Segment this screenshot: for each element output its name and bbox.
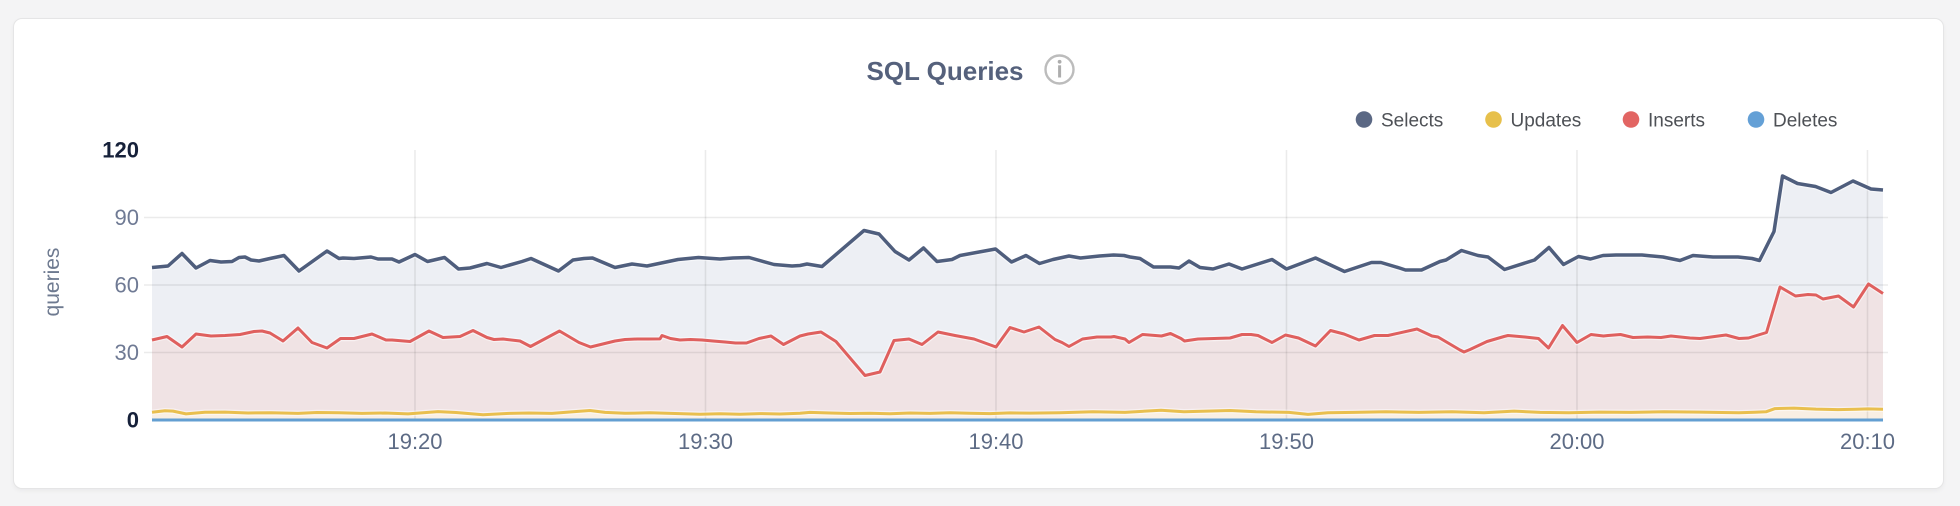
- svg-text:60: 60: [115, 273, 139, 298]
- svg-text:queries: queries: [41, 248, 64, 317]
- svg-text:Updates: Updates: [1511, 111, 1582, 132]
- svg-text:120: 120: [102, 138, 139, 163]
- svg-text:30: 30: [115, 340, 139, 365]
- svg-text:19:50: 19:50: [1259, 429, 1314, 454]
- svg-text:19:30: 19:30: [678, 429, 733, 454]
- svg-text:90: 90: [115, 205, 139, 230]
- svg-text:Inserts: Inserts: [1648, 111, 1705, 132]
- svg-text:Deletes: Deletes: [1773, 111, 1837, 132]
- svg-text:Selects: Selects: [1381, 111, 1443, 132]
- svg-text:20:00: 20:00: [1549, 429, 1604, 454]
- svg-text:0: 0: [127, 408, 139, 433]
- svg-text:19:40: 19:40: [968, 429, 1023, 454]
- svg-text:20:10: 20:10: [1840, 429, 1895, 454]
- svg-text:19:20: 19:20: [387, 429, 442, 454]
- svg-text:SQL Queries: SQL Queries: [866, 56, 1023, 86]
